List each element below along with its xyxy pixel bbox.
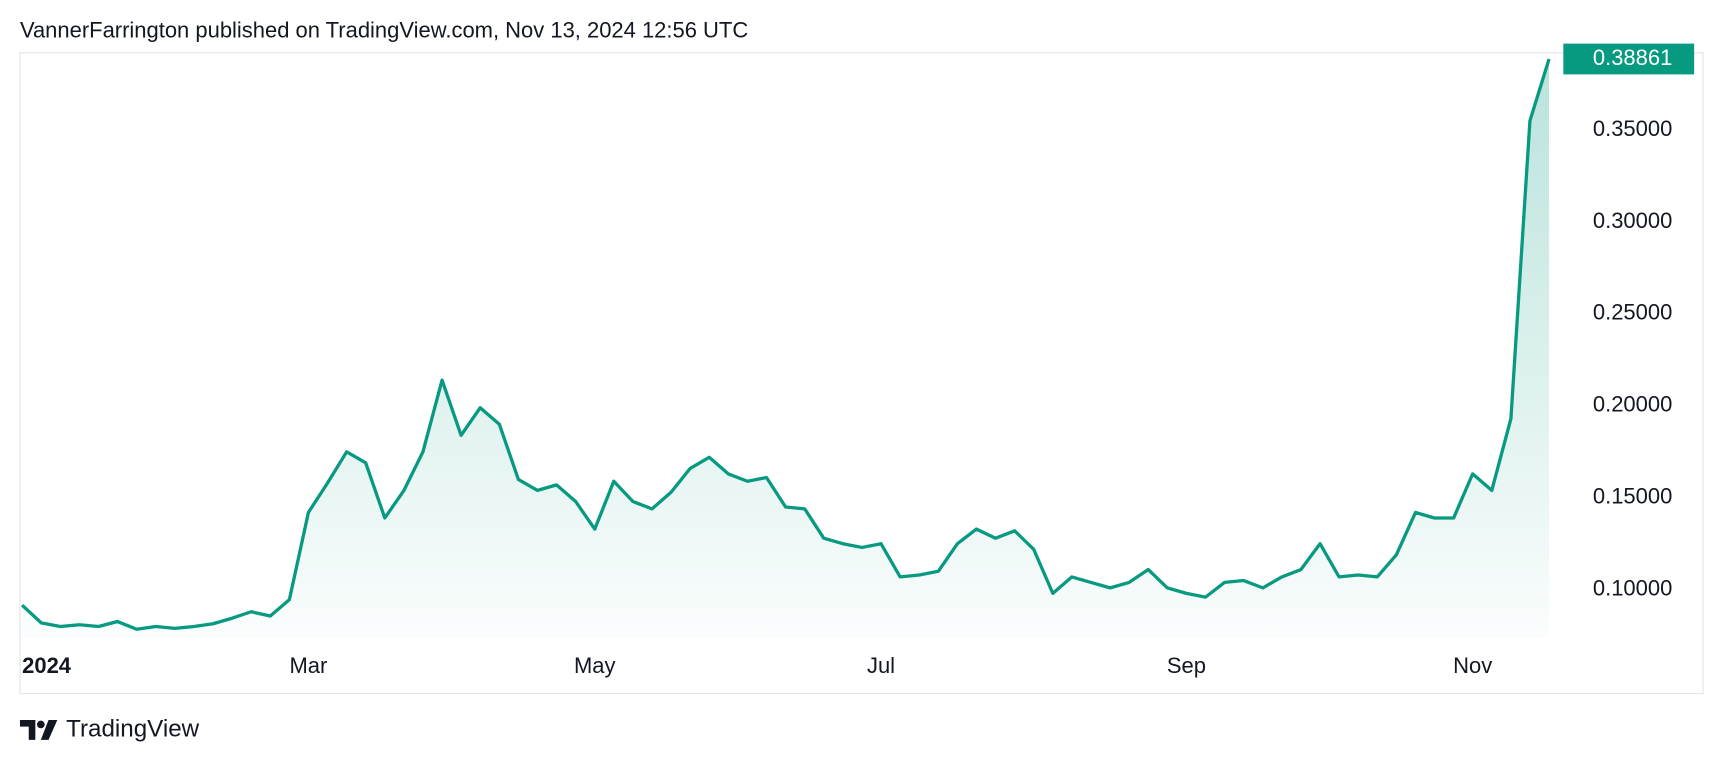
y-tick-label: 0.10000 <box>1593 576 1672 601</box>
x-tick-label: Jul <box>867 653 895 678</box>
x-tick-label: Mar <box>290 653 328 678</box>
header-text: VannerFarrington published on TradingVie… <box>20 18 748 43</box>
chart-frame <box>19 52 1704 695</box>
brand-name: TradingView <box>66 715 200 742</box>
y-tick-label: 0.20000 <box>1593 392 1672 417</box>
y-tick-label: 0.30000 <box>1593 208 1672 233</box>
area-fill <box>22 59 1550 638</box>
y-tick-label: 0.25000 <box>1593 300 1672 325</box>
x-tick-label: 2024 <box>22 653 72 678</box>
brand-logo <box>19 720 58 740</box>
last-price-box <box>1563 43 1695 75</box>
last-price-label: 0.38861 <box>1593 45 1672 70</box>
x-tick-label: Nov <box>1453 653 1492 678</box>
y-tick-label: 0.15000 <box>1593 484 1672 509</box>
price-line <box>21 58 1551 631</box>
x-tick-label: May <box>574 653 616 678</box>
x-tick-label: Sep <box>1167 653 1206 678</box>
y-tick-label: 0.35000 <box>1593 116 1672 141</box>
